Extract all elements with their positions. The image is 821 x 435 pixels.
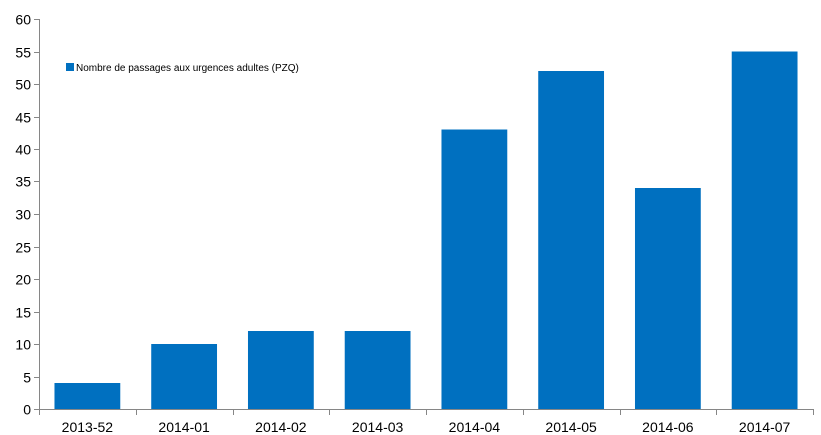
- x-tick-label-2014-03: 2014-03: [352, 419, 404, 435]
- y-tick-label-60: 60: [15, 12, 31, 28]
- x-tick-label-2014-07: 2014-07: [739, 419, 791, 435]
- y-tick-label-5: 5: [23, 370, 31, 386]
- axes-layer: 0 5 10 15 20 25 30 35 40 45 50 55 60 2013-52 2014-01 20…: [15, 12, 814, 435]
- bar-2014-03: [344, 331, 411, 409]
- bar-2013-52: [54, 383, 121, 409]
- y-tick-label-35: 35: [15, 174, 31, 190]
- bar-2014-07: [731, 51, 798, 409]
- x-tick-label-2014-01: 2014-01: [158, 419, 210, 435]
- y-tick-label-30: 30: [15, 207, 31, 223]
- x-tick-label-2014-05: 2014-05: [545, 419, 597, 435]
- bars-layer: [54, 51, 798, 409]
- x-tick-label-2014-02: 2014-02: [255, 419, 307, 435]
- bar-2014-01: [151, 344, 218, 409]
- legend-label: Nombre de passages aux urgences adultes …: [76, 63, 299, 74]
- y-tick-label-10: 10: [15, 337, 31, 353]
- y-tick-label-15: 15: [15, 305, 31, 321]
- y-tick-label-45: 45: [15, 110, 31, 126]
- y-tick-label-40: 40: [15, 142, 31, 158]
- y-tick-label-50: 50: [15, 77, 31, 93]
- y-tick-label-55: 55: [15, 45, 31, 61]
- legend: Nombre de passages aux urgences adultes …: [66, 63, 299, 74]
- y-tick-label-0: 0: [23, 402, 31, 418]
- bar-2014-06: [634, 188, 701, 409]
- x-tick-label-2013-52: 2013-52: [62, 419, 114, 435]
- y-tick-label-20: 20: [15, 272, 31, 288]
- bar-2014-04: [441, 129, 508, 409]
- legend-swatch: [66, 63, 74, 71]
- x-tick-label-2014-04: 2014-04: [449, 419, 501, 435]
- bar-2014-05: [538, 71, 605, 409]
- y-tick-label-25: 25: [15, 240, 31, 256]
- x-tick-label-2014-06: 2014-06: [642, 419, 694, 435]
- bar-2014-02: [247, 331, 314, 409]
